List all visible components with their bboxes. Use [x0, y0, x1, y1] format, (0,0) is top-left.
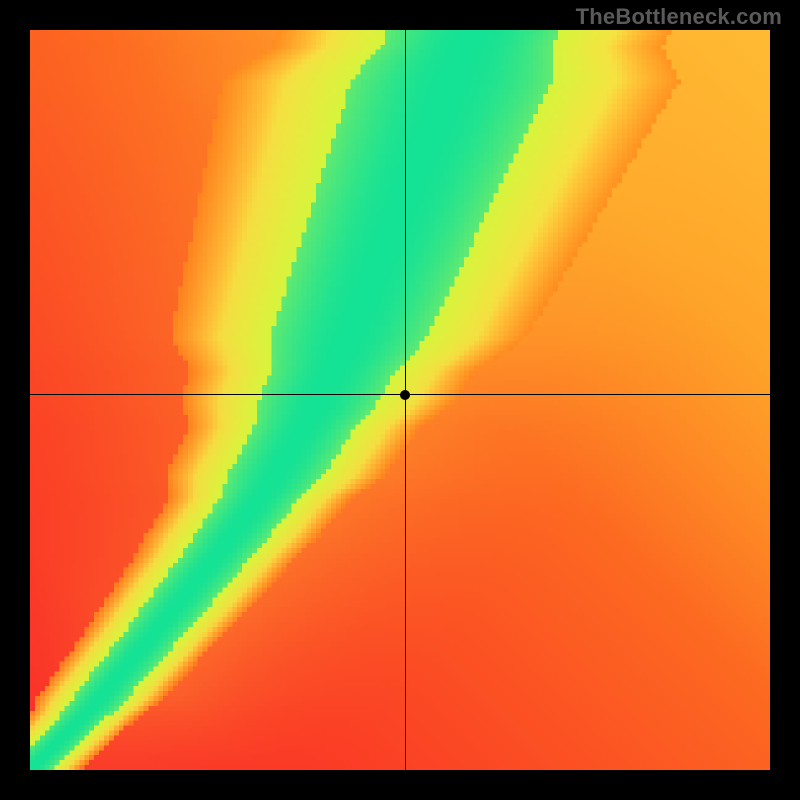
crosshair-vertical [405, 30, 406, 770]
watermark-text: TheBottleneck.com [576, 4, 782, 30]
crosshair-marker [400, 390, 410, 400]
heatmap-canvas [30, 30, 770, 770]
chart-container: TheBottleneck.com [0, 0, 800, 800]
